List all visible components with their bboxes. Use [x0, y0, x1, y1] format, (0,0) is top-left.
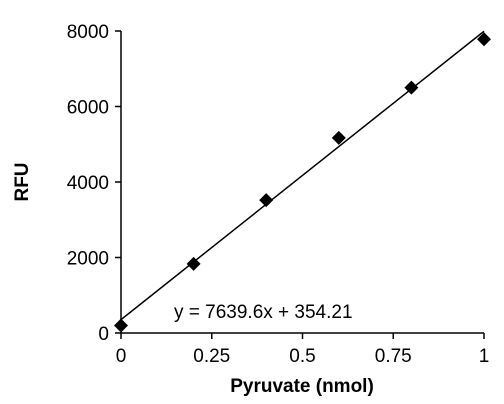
- x-tick-label: 1: [479, 346, 490, 367]
- x-tick-label: 0.25: [193, 346, 230, 367]
- trendline-layer: [120, 30, 485, 321]
- data-point-diamond: [186, 256, 201, 271]
- y-tick-label: 4000: [67, 173, 109, 194]
- ticks-layer: 0 2000 4000 6000 8000 0 0.25 0.5 0.75 1: [67, 22, 490, 367]
- points-layer: [114, 32, 491, 333]
- data-point-diamond: [331, 130, 346, 145]
- x-tick-label: 0: [116, 346, 127, 367]
- y-tick-label: 8000: [67, 22, 109, 43]
- y-axis-title: RFU: [12, 162, 33, 201]
- x-tick-label: 0.75: [375, 346, 412, 367]
- data-point-diamond: [404, 80, 419, 95]
- y-tick-label: 6000: [67, 98, 109, 119]
- trendline-equation: y = 7639.6x + 354.21: [174, 302, 353, 323]
- y-tick-label: 2000: [67, 249, 109, 270]
- x-tick-label: 0.5: [289, 346, 315, 367]
- y-tick-label: 0: [98, 324, 109, 345]
- data-point-diamond: [477, 32, 491, 47]
- x-axis-title: Pyruvate (nmol): [230, 376, 374, 397]
- data-point-diamond: [259, 193, 274, 208]
- axes-layer: [120, 31, 484, 334]
- trendline: [120, 30, 485, 321]
- data-point-diamond: [114, 318, 128, 333]
